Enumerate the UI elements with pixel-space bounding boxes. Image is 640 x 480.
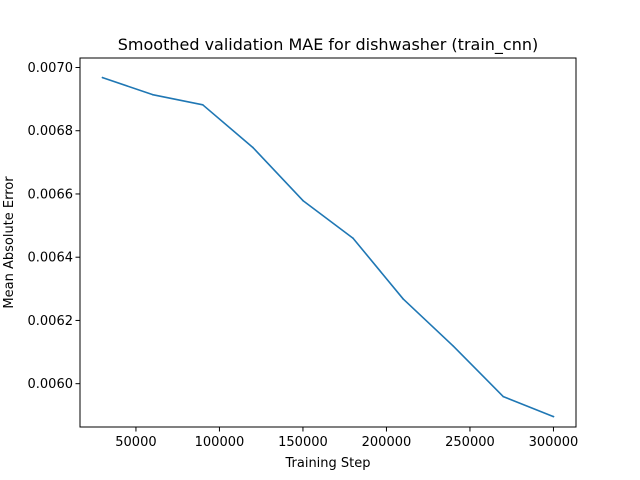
y-tick-label: 0.0066 (28, 187, 74, 202)
data-point (151, 93, 154, 96)
x-tick-label: 100000 (195, 435, 245, 450)
y-tick-label: 0.0068 (28, 124, 74, 139)
data-point (302, 199, 304, 202)
data-point (101, 76, 104, 79)
y-tick-label: 0.0062 (28, 314, 74, 329)
x-tick-label: 300000 (529, 435, 579, 450)
x-tick-label: 150000 (278, 435, 328, 450)
data-point (252, 146, 254, 149)
data-point (502, 395, 505, 398)
y-tick-label: 0.0064 (28, 251, 74, 266)
x-tick-label: 200000 (362, 435, 412, 450)
data-point (452, 345, 455, 347)
plot-frame (79, 57, 577, 428)
plot-area: 50000 100000 150000 200000 250000 300000 0.00… (28, 57, 578, 450)
data-point (402, 298, 404, 300)
data-point (552, 415, 555, 418)
series-layer (101, 76, 555, 418)
data-point (352, 237, 354, 240)
y-tick-label: 0.0060 (28, 377, 74, 392)
y-axis: 0.0060 0.0062 0.0064 0.0066 0.0068 0.0070 (28, 61, 80, 392)
y-tick-label: 0.0070 (28, 61, 74, 76)
x-tick-label: 250000 (445, 435, 495, 450)
x-axis: 50000 100000 150000 200000 250000 300000 (115, 427, 578, 450)
y-axis-label: Mean Absolute Error (2, 176, 17, 309)
chart-title: Smoothed validation MAE for dishwasher (… (118, 35, 538, 55)
x-tick-label: 50000 (115, 435, 156, 450)
data-point (201, 104, 204, 106)
x-axis-label: Training Step (284, 456, 370, 471)
series-line (101, 76, 555, 418)
